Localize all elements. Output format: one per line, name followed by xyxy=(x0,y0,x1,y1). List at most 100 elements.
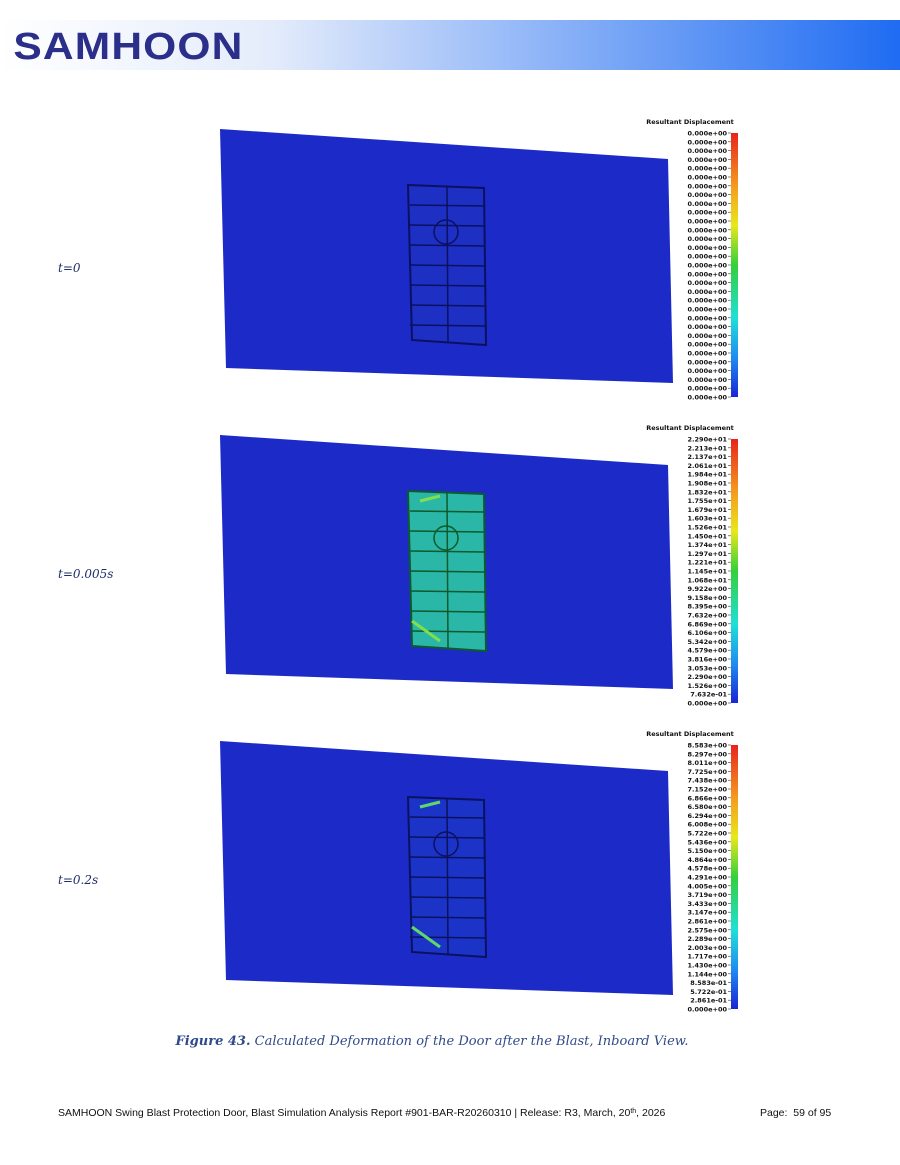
color-bar xyxy=(731,745,738,1009)
legend-label: 6.008e+00 xyxy=(688,821,728,829)
legend-label: 1.984e+01 xyxy=(688,471,728,479)
door-rib xyxy=(446,186,449,343)
footer-page: Page: 59 of 95 xyxy=(760,1107,831,1119)
time-label: t=0 xyxy=(58,261,81,275)
legend-label: 2.289e+00 xyxy=(688,935,728,943)
time-label: t=0.005s xyxy=(58,567,113,581)
legend-label: 2.290e+00 xyxy=(688,673,728,681)
legend-label: 9.158e+00 xyxy=(688,594,728,602)
legend-label: 5.722e+00 xyxy=(688,830,728,838)
door-rib xyxy=(446,492,449,649)
legend-label: 0.000e+00 xyxy=(688,350,728,358)
legend-label: 1.221e+01 xyxy=(688,559,728,567)
legend-label: 3.053e+00 xyxy=(688,664,728,672)
legend-label: 0.000e+00 xyxy=(688,235,728,243)
legend-label: 0.000e+00 xyxy=(688,297,728,305)
door-rib xyxy=(446,798,449,955)
legend-label: 0.000e+00 xyxy=(688,200,728,208)
caption: Figure 43. Calculated Deformation of the… xyxy=(175,1034,689,1049)
color-bar xyxy=(731,439,738,703)
legend-label: 4.005e+00 xyxy=(688,882,728,890)
legend-label: 0.000e+00 xyxy=(688,314,728,322)
legend-label: 2.213e+01 xyxy=(688,444,728,452)
door-hatch xyxy=(433,831,459,857)
legend-label: 0.000e+00 xyxy=(688,138,728,146)
door-hatch xyxy=(433,525,459,551)
legend-label: 0.000e+00 xyxy=(688,323,728,331)
legend-label: 1.526e+00 xyxy=(688,682,728,690)
logo: SAMHOON xyxy=(13,24,243,67)
legend-label: 0.000e+00 xyxy=(688,147,728,155)
legend-label: 0.000e+00 xyxy=(688,244,728,252)
legend-label: 0.000e+00 xyxy=(688,182,728,190)
legend-label: 0.000e+00 xyxy=(688,376,728,384)
legend-label: 2.061e+01 xyxy=(688,462,728,470)
legend-label: 6.106e+00 xyxy=(688,629,728,637)
legend-label: 7.632e-01 xyxy=(690,691,727,699)
legend-label: 0.000e+00 xyxy=(688,288,728,296)
legend-label: 0.000e+00 xyxy=(688,358,728,366)
legend-label: 2.290e+01 xyxy=(688,436,728,444)
legend-label: 5.150e+00 xyxy=(688,847,728,855)
legend-label: 7.632e+00 xyxy=(688,612,728,620)
legend-label: 0.000e+00 xyxy=(688,394,728,402)
legend-label: 0.000e+00 xyxy=(688,262,728,270)
legend-title: Resultant Displacement xyxy=(646,118,734,126)
caption-text: Calculated Deformation of the Door after… xyxy=(255,1034,689,1049)
legend-label: 1.603e+01 xyxy=(688,515,728,523)
legend-label: 1.145e+01 xyxy=(688,568,728,576)
footer-report-text: SAMHOON Swing Blast Protection Door, Bla… xyxy=(58,1107,630,1119)
legend-label: 0.000e+00 xyxy=(688,218,728,226)
legend-label: 1.679e+01 xyxy=(688,506,728,514)
legend-label: 0.000e+00 xyxy=(688,332,728,340)
legend-label: 7.438e+00 xyxy=(688,777,728,785)
legend-label: 6.580e+00 xyxy=(688,803,728,811)
legend-label: 0.000e+00 xyxy=(688,130,728,138)
legend-label: 1.374e+01 xyxy=(688,541,728,549)
legend-label: 4.578e+00 xyxy=(688,865,728,873)
legend-label: 3.816e+00 xyxy=(688,656,728,664)
door-highlight xyxy=(411,925,441,949)
legend-label: 5.436e+00 xyxy=(688,838,728,846)
legend-label: 1.908e+01 xyxy=(688,480,728,488)
legend-label: 0.000e+00 xyxy=(688,279,728,287)
legend-label: 3.719e+00 xyxy=(688,891,728,899)
legend-label: 6.869e+00 xyxy=(688,620,728,628)
legend-label: 4.291e+00 xyxy=(688,874,728,882)
legend-label: 1.430e+00 xyxy=(688,962,728,970)
footer-report-end: , 2026 xyxy=(636,1107,665,1119)
legend-label: 1.832e+01 xyxy=(688,488,728,496)
door-highlight xyxy=(419,494,441,503)
legend-label: 0.000e+00 xyxy=(688,226,728,234)
legend-label: 8.583e-01 xyxy=(690,979,727,987)
legend-label: 5.722e-01 xyxy=(690,988,727,996)
legend-label: 0.000e+00 xyxy=(688,367,728,375)
legend-label: 5.342e+00 xyxy=(688,638,728,646)
legend-label: 3.147e+00 xyxy=(688,909,728,917)
legend-label: 1.526e+01 xyxy=(688,524,728,532)
legend-label: 0.000e+00 xyxy=(688,341,728,349)
figure-panel: t=0.2s Resultant Displacement 8.583e+008.2… xyxy=(58,730,738,1014)
legend-label: 0.000e+00 xyxy=(688,191,728,199)
legend-label: 0.000e+00 xyxy=(688,165,728,173)
legend-label: 7.725e+00 xyxy=(688,768,728,776)
legend-label: 0.000e+00 xyxy=(688,156,728,164)
legend-label: 0.000e+00 xyxy=(688,1006,728,1014)
legend-label: 1.755e+01 xyxy=(688,497,728,505)
legend-label: 0.000e+00 xyxy=(688,700,728,708)
legend-label: 4.579e+00 xyxy=(688,647,728,655)
legend-label: 1.144e+00 xyxy=(688,970,728,978)
legend-label: 0.000e+00 xyxy=(688,270,728,278)
legend-label: 0.000e+00 xyxy=(688,174,728,182)
legend-label: 1.717e+00 xyxy=(688,953,728,961)
footer-report: SAMHOON Swing Blast Protection Door, Bla… xyxy=(58,1107,666,1119)
legend-label: 4.864e+00 xyxy=(688,856,728,864)
legend-label: 1.450e+01 xyxy=(688,532,728,540)
legend-label: 2.003e+00 xyxy=(688,944,728,952)
legend-label: 2.575e+00 xyxy=(688,926,728,934)
legend-label: 2.861e+00 xyxy=(688,918,728,926)
caption-number: Figure 43. xyxy=(175,1034,251,1049)
